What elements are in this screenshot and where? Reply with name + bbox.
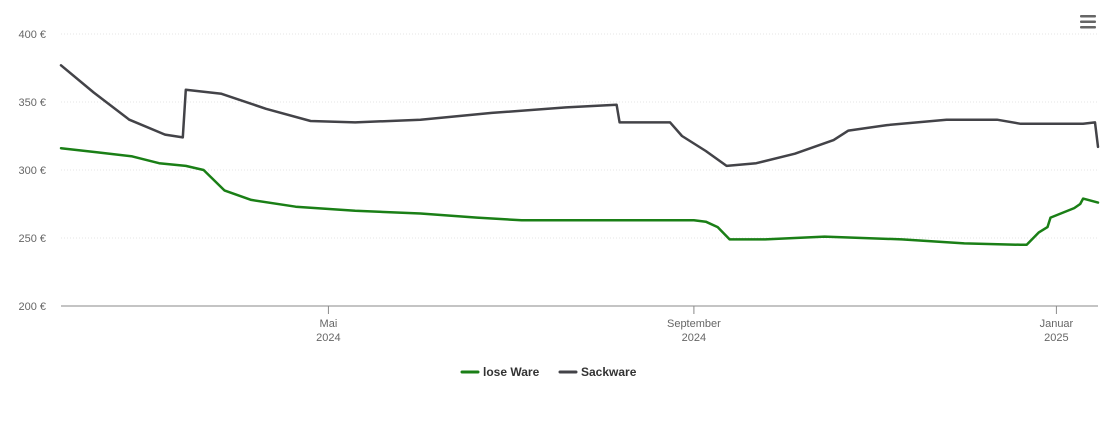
series-lines xyxy=(59,64,1100,247)
chart-menu-button[interactable] xyxy=(1079,14,1097,30)
hamburger-menu-icon xyxy=(1080,15,1096,29)
y-tick-label: 300 € xyxy=(18,165,46,177)
legend-item-lose-ware[interactable]: lose Ware xyxy=(460,365,540,379)
x-axis: Mai 2024 September 2024 Januar 2025 xyxy=(61,305,1098,344)
series-line-sackware[interactable] xyxy=(59,64,1100,168)
series-line-lose-ware[interactable] xyxy=(59,146,1100,247)
legend[interactable]: lose Ware Sackware xyxy=(460,365,637,379)
x-tick-label: September xyxy=(667,318,721,330)
x-tick-year-label: 2024 xyxy=(682,332,706,344)
x-tick-year-label: 2025 xyxy=(1044,332,1068,344)
x-tick-label: Januar xyxy=(1040,318,1074,330)
legend-label: lose Ware xyxy=(483,365,540,379)
legend-label: Sackware xyxy=(581,365,637,379)
y-tick-label: 400 € xyxy=(18,29,46,41)
y-tick-label: 350 € xyxy=(18,97,46,109)
y-tick-label: 200 € xyxy=(18,301,46,313)
legend-item-sackware[interactable]: Sackware xyxy=(558,365,637,379)
grid-lines xyxy=(61,33,1098,239)
y-axis: 400 € 350 € 300 € 250 € 200 € xyxy=(18,29,46,313)
x-tick-year-label: 2024 xyxy=(316,332,340,344)
x-tick-label: Mai xyxy=(320,318,338,330)
y-tick-label: 250 € xyxy=(18,233,46,245)
